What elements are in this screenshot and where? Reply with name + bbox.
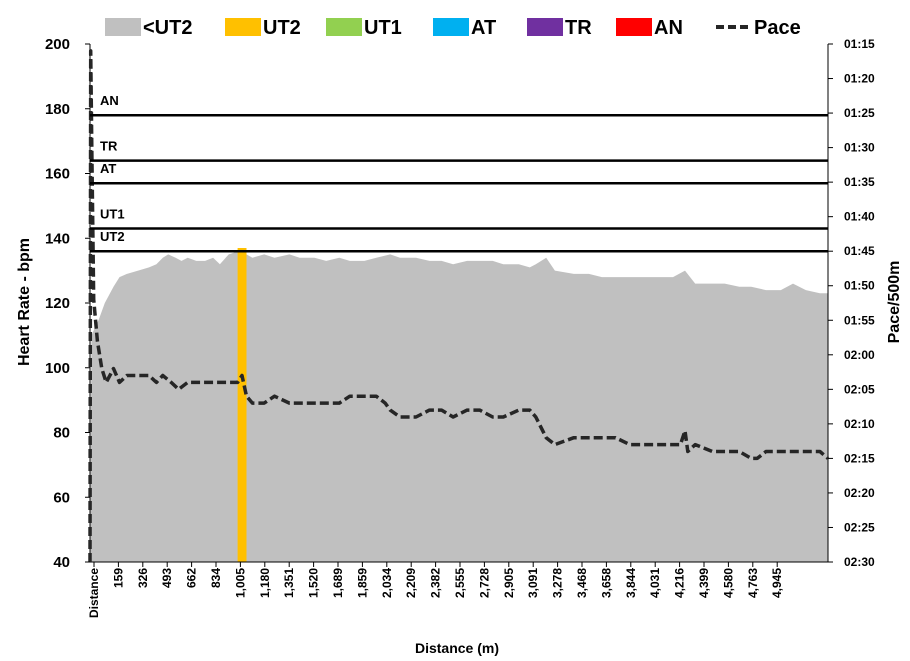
x-tick-label: 1,180 (258, 568, 272, 598)
plot-area (88, 44, 830, 563)
y2-tick-label: 02:25 (844, 521, 875, 535)
x-tick-label: 4,580 (721, 568, 735, 598)
zone-lines: AN TR AT UT1 UT2 (90, 93, 828, 253)
y2-tick-label: 02:30 (844, 555, 875, 569)
x-tick-label: 4,031 (648, 568, 662, 598)
x-tick-label: 3,091 (526, 568, 540, 598)
x-tick-label: 1,351 (282, 568, 296, 598)
x-tick-label: 493 (160, 568, 174, 588)
x-axis-title: Distance (m) (415, 640, 499, 656)
x-tick-label: Distance (87, 568, 101, 618)
zone-label-ut2: UT2 (100, 229, 125, 244)
x-tick-label: 834 (209, 568, 223, 588)
y-tick-label: 40 (53, 554, 70, 571)
legend-label: AN (654, 17, 683, 39)
hr-area-under-ut2 (90, 251, 828, 562)
y2-tick-label: 01:15 (844, 37, 875, 51)
x-tick-label: 2,209 (404, 568, 418, 598)
x-tick-label: 4,216 (673, 568, 687, 598)
x-tick-label: 4,399 (697, 568, 711, 598)
y-tick-label: 140 (45, 230, 70, 247)
legend-swatch-4 (527, 18, 563, 36)
y-tick-label: 60 (53, 489, 70, 506)
x-tick-label: 1,005 (233, 568, 247, 598)
y2-axis-ticks: 01:15 01:20 01:25 01:30 01:35 01:40 01:45 01:50… (828, 37, 875, 569)
x-tick-label: 2,034 (380, 568, 394, 598)
legend-label: TR (565, 17, 592, 39)
legend-label: <UT2 (143, 17, 192, 39)
legend-label: UT2 (263, 17, 301, 39)
legend-label: Pace (754, 17, 801, 39)
y2-tick-label: 01:55 (844, 313, 875, 327)
y2-tick-label: 01:45 (844, 244, 875, 258)
zone-label-at: AT (100, 161, 116, 176)
x-tick-label: 662 (185, 568, 199, 588)
x-tick-label: 2,905 (502, 568, 516, 598)
y2-tick-label: 01:30 (844, 141, 875, 155)
x-tick-label: 1,859 (355, 568, 369, 598)
x-tick-label: 4,763 (746, 568, 760, 598)
x-tick-label: 3,844 (624, 568, 638, 598)
hr-area-ut2 (237, 248, 247, 562)
y-tick-label: 80 (53, 425, 70, 442)
pace-line (88, 49, 830, 563)
y-axis-ticks: 40 60 80 100 120 140 160 180 200 (45, 36, 90, 571)
legend-label: UT1 (364, 17, 402, 39)
x-tick-label: 3,278 (551, 568, 565, 598)
y-tick-label: 180 (45, 101, 70, 118)
x-tick-label: 4,945 (770, 568, 784, 598)
y-tick-label: 120 (45, 295, 70, 312)
y2-tick-label: 02:10 (844, 417, 875, 431)
y2-axis-title: Pace/500m (886, 261, 903, 344)
zone-label-ut1: UT1 (100, 207, 125, 222)
y-axis-title: Heart Rate - bpm (16, 238, 33, 366)
y2-tick-label: 01:35 (844, 175, 875, 189)
legend-swatch-3 (433, 18, 469, 36)
y2-tick-label: 02:05 (844, 382, 875, 396)
x-tick-label: 159 (111, 568, 125, 588)
zone-label-an: AN (100, 93, 119, 108)
y2-tick-label: 02:20 (844, 486, 875, 500)
legend-swatch-1 (225, 18, 261, 36)
x-tick-label: 326 (136, 568, 150, 588)
y2-tick-label: 01:25 (844, 106, 875, 120)
legend: <UT2 UT2 UT1 AT TR AN Pace (105, 17, 801, 39)
x-tick-label: 3,658 (599, 568, 613, 598)
y-tick-label: 160 (45, 166, 70, 183)
legend-label: AT (471, 17, 496, 39)
x-tick-label: 2,382 (429, 568, 443, 598)
x-tick-label: 2,555 (453, 568, 467, 598)
x-tick-label: 1,520 (307, 568, 321, 598)
y-tick-label: 200 (45, 36, 70, 53)
y2-tick-label: 02:00 (844, 348, 875, 362)
x-axis-ticks: Distance 159 326 493 662 834 1,005 1,180 1,351 1,… (87, 562, 784, 618)
y2-tick-label: 01:20 (844, 72, 875, 86)
x-tick-label: 3,468 (575, 568, 589, 598)
legend-swatch-0 (105, 18, 141, 36)
y2-tick-label: 01:50 (844, 279, 875, 293)
x-tick-label: 1,689 (331, 568, 345, 598)
x-tick-label: 2,728 (477, 568, 491, 598)
legend-swatch-5 (616, 18, 652, 36)
zone-label-tr: TR (100, 139, 118, 154)
y2-tick-label: 02:15 (844, 451, 875, 465)
y2-tick-label: 01:40 (844, 210, 875, 224)
y-tick-label: 100 (45, 360, 70, 377)
legend-swatch-2 (326, 18, 362, 36)
